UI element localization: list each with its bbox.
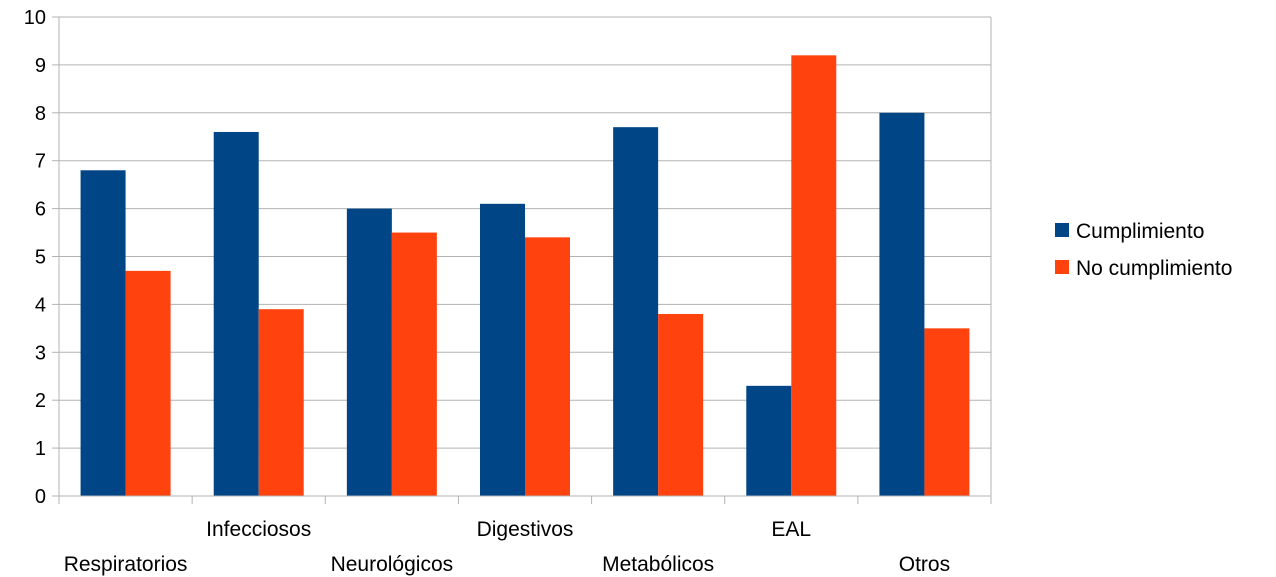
y-axis-ticks: 0 1 2 3 4 5 6 7 8 9 10 bbox=[24, 7, 59, 508]
bar-no-cumplimiento-1 bbox=[258, 309, 304, 496]
x-tick-label: Respiratorios bbox=[64, 553, 188, 576]
bar-no-cumplimiento-2 bbox=[391, 232, 437, 497]
x-tick-label: Infecciosos bbox=[206, 518, 311, 541]
y-tick-label: 1 bbox=[35, 438, 46, 460]
x-tick-label: Otros bbox=[899, 553, 950, 576]
legend: Cumplimiento No cumplimiento bbox=[1055, 220, 1232, 280]
bar-cumplimiento-3 bbox=[480, 203, 525, 496]
bar-no-cumplimiento-0 bbox=[125, 270, 171, 496]
bar-cumplimiento-2 bbox=[346, 208, 392, 496]
bar-no-cumplimiento-3 bbox=[525, 237, 570, 496]
axes bbox=[58, 17, 992, 504]
y-tick-label: 9 bbox=[35, 55, 46, 77]
bar-cumplimiento-1 bbox=[213, 131, 259, 496]
bar-cumplimiento-4 bbox=[613, 127, 659, 497]
y-tick-label: 5 bbox=[35, 247, 46, 269]
y-tick-label: 0 bbox=[35, 486, 46, 508]
bar-cumplimiento-6 bbox=[879, 112, 925, 497]
bar-cumplimiento-5 bbox=[746, 385, 792, 496]
bar-no-cumplimiento-5 bbox=[791, 55, 837, 496]
y-tick-label: 10 bbox=[24, 7, 46, 29]
x-axis-labels: Respiratorios Infecciosos Neurológicos Dige… bbox=[64, 518, 950, 576]
bars bbox=[80, 55, 970, 497]
legend-label: No cumplimiento bbox=[1076, 257, 1232, 280]
y-tick-label: 7 bbox=[35, 151, 46, 173]
legend-swatch bbox=[1055, 260, 1069, 274]
bar-cumplimiento-0 bbox=[80, 170, 126, 496]
legend-label: Cumplimiento bbox=[1076, 220, 1204, 243]
y-tick-label: 6 bbox=[35, 199, 46, 221]
y-tick-label: 3 bbox=[35, 342, 46, 364]
x-tick-label: Digestivos bbox=[477, 518, 574, 541]
y-tick-label: 2 bbox=[35, 390, 46, 412]
y-tick-label: 8 bbox=[35, 103, 46, 125]
y-tick-label: 4 bbox=[35, 294, 46, 316]
legend-swatch bbox=[1055, 223, 1069, 237]
bar-no-cumplimiento-4 bbox=[658, 313, 704, 496]
x-tick-label: EAL bbox=[771, 518, 811, 541]
x-tick-label: Neurológicos bbox=[331, 553, 454, 576]
x-tick-label: Metabólicos bbox=[602, 553, 714, 576]
bar-no-cumplimiento-6 bbox=[924, 328, 970, 496]
